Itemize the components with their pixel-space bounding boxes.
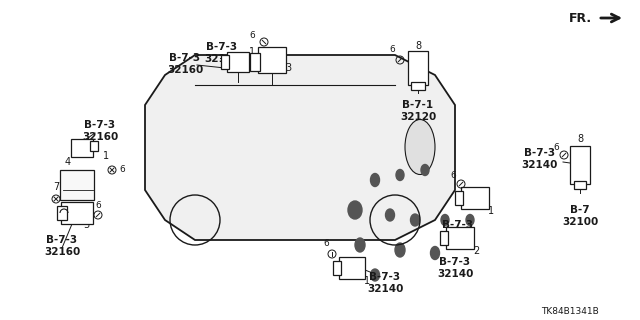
Text: 1: 1 — [249, 47, 255, 57]
Text: 1: 1 — [364, 276, 370, 286]
Text: 6: 6 — [323, 239, 329, 249]
Bar — [339, 257, 365, 279]
Ellipse shape — [405, 119, 435, 174]
Text: FR.: FR. — [569, 12, 592, 25]
Ellipse shape — [441, 214, 449, 226]
Text: 1: 1 — [488, 206, 494, 216]
Bar — [61, 202, 93, 224]
Ellipse shape — [421, 164, 429, 175]
Text: B-7-3
32140: B-7-3 32140 — [367, 272, 403, 294]
Bar — [258, 47, 286, 73]
PathPatch shape — [145, 55, 455, 240]
Bar — [446, 227, 474, 249]
Bar — [570, 146, 590, 184]
Bar — [227, 52, 249, 72]
Ellipse shape — [371, 173, 380, 187]
Bar — [461, 187, 489, 209]
Bar — [408, 51, 428, 85]
Text: 5: 5 — [83, 220, 89, 230]
Bar — [250, 53, 260, 71]
Text: 6: 6 — [249, 30, 255, 39]
Text: B-7-1
32120: B-7-1 32120 — [400, 100, 436, 122]
Text: 8: 8 — [577, 134, 583, 144]
Ellipse shape — [396, 170, 404, 180]
Ellipse shape — [410, 214, 419, 226]
Text: B-7-3
32160: B-7-3 32160 — [44, 235, 80, 257]
Bar — [221, 55, 229, 69]
Bar — [440, 231, 448, 245]
Bar — [411, 82, 425, 90]
Bar — [455, 191, 463, 205]
Bar — [333, 261, 341, 275]
Text: B-7
32100: B-7 32100 — [562, 205, 598, 227]
Text: 7: 7 — [53, 182, 59, 192]
Bar — [60, 170, 94, 200]
Text: B-7-3
32140: B-7-3 32140 — [522, 148, 558, 170]
Bar — [90, 141, 98, 151]
Text: B-7-3
32140: B-7-3 32140 — [440, 220, 476, 242]
Text: 3: 3 — [285, 63, 291, 73]
Bar — [57, 206, 67, 220]
Ellipse shape — [348, 201, 362, 219]
Ellipse shape — [355, 238, 365, 252]
Text: 6: 6 — [95, 201, 101, 210]
Text: B-7-3
32160: B-7-3 32160 — [167, 53, 203, 75]
Text: 6: 6 — [553, 142, 559, 151]
Text: 6: 6 — [389, 45, 395, 54]
Text: 6: 6 — [450, 171, 456, 180]
Ellipse shape — [385, 209, 394, 221]
Ellipse shape — [431, 246, 440, 260]
Text: TK84B1341B: TK84B1341B — [541, 308, 599, 316]
Text: B-7-3
32160: B-7-3 32160 — [82, 120, 118, 141]
Text: 2: 2 — [473, 246, 479, 256]
Bar — [574, 181, 586, 189]
Text: 8: 8 — [415, 41, 421, 51]
Ellipse shape — [371, 269, 380, 281]
Text: 1: 1 — [103, 151, 109, 161]
Bar — [71, 139, 93, 157]
Text: 6: 6 — [119, 165, 125, 174]
Text: 4: 4 — [65, 157, 71, 167]
Ellipse shape — [466, 214, 474, 226]
Ellipse shape — [395, 243, 405, 257]
Text: B-7-3
32140: B-7-3 32140 — [437, 257, 473, 279]
Text: B-7-3
32160: B-7-3 32160 — [204, 42, 240, 64]
